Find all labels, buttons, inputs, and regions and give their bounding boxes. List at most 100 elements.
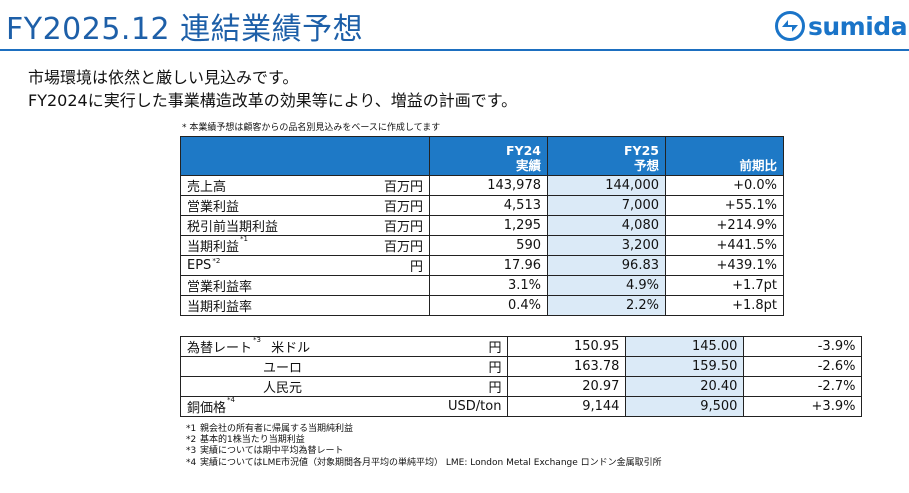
fx-currency: 人民元	[180, 376, 442, 397]
table-row: 為替レート*3 米ドル 円 150.95 145.00 -3.9%	[180, 336, 863, 357]
row-yoy: +55.1%	[665, 195, 784, 216]
row-unit: 円	[366, 255, 430, 276]
row-fy25: 3,200	[547, 235, 666, 256]
row-label: 営業利益	[187, 200, 240, 215]
header-fy25: FY25 予想	[547, 136, 666, 176]
header-unit-cell	[366, 136, 430, 176]
row-fy25: 4.9%	[547, 275, 666, 296]
footnote-text: 実績については期中平均為替レート	[200, 446, 344, 457]
intro-line-2: FY2024に実行した事業構造改革の効果等により、増益の計画です。	[28, 91, 518, 110]
row-yoy: -2.6%	[743, 356, 863, 377]
row-label: 営業利益率	[187, 280, 253, 295]
header-fy24-year: FY24	[506, 143, 541, 158]
row-fy25: 96.83	[547, 255, 666, 276]
row-label: EPS	[187, 258, 212, 273]
fx-currency: ユーロ	[180, 356, 442, 377]
row-fy24: 150.95	[507, 336, 627, 357]
footnote: *4 実績についてはLME市況値（対象期間各月平均の単純平均） LME: Lond…	[186, 458, 662, 469]
footnote-mark: *4	[186, 457, 197, 468]
footnote-text: 実績についてはLME市況値（対象期間各月平均の単純平均） LME: London…	[200, 457, 662, 468]
footnote-text: 基本的1株当たり当期利益	[200, 435, 305, 446]
row-fy25: 159.50	[625, 356, 745, 377]
table-header-row: FY24 実績 FY25 予想 前期比	[180, 136, 784, 176]
row-fy25: 4,080	[547, 215, 666, 236]
footnote-ref: *1	[240, 235, 248, 243]
company-logo: sumida	[775, 8, 908, 44]
row-unit: 円	[442, 336, 509, 357]
table-row: 営業利益 百万円 4,513 7,000 +55.1%	[180, 195, 784, 216]
table-row: ユーロ 円 163.78 159.50 -2.6%	[180, 356, 863, 377]
intro-line-1: 市場環境は依然と厳しい見込みです。	[28, 68, 299, 87]
row-fy25: 20.40	[625, 376, 745, 397]
row-unit	[366, 295, 430, 316]
row-yoy: +1.7pt	[665, 275, 784, 296]
footnote: *3 実績については期中平均為替レート	[186, 446, 662, 457]
row-unit: 百万円	[366, 235, 430, 256]
row-yoy: +1.8pt	[665, 295, 784, 316]
row-unit: 円	[442, 356, 509, 377]
row-yoy: -3.9%	[743, 336, 863, 357]
row-fy24: 3.1%	[429, 275, 548, 296]
title-divider	[0, 49, 909, 51]
row-fy25: 9,500	[625, 396, 745, 417]
row-fy24: 9,144	[507, 396, 627, 417]
row-unit: 百万円	[366, 175, 430, 196]
row-fy24: 4,513	[429, 195, 548, 216]
row-fy24: 0.4%	[429, 295, 548, 316]
header-fy25-year: FY25	[624, 143, 659, 158]
row-label: 税引前当期利益	[187, 220, 279, 235]
row-unit	[366, 275, 430, 296]
table-row: 税引前当期利益 百万円 1,295 4,080 +214.9%	[180, 215, 784, 236]
footnote-mark: *3	[186, 446, 197, 457]
page-title: FY2025.12 連結業績予想	[6, 12, 364, 47]
row-yoy: -2.7%	[743, 376, 863, 397]
row-fy24: 143,978	[429, 175, 548, 196]
table-row: 銅価格*4 USD/ton 9,144 9,500 +3.9%	[180, 396, 863, 417]
footnote-ref: *4	[227, 396, 235, 404]
fx-currency: 米ドル	[271, 341, 311, 356]
row-unit: 百万円	[366, 195, 430, 216]
row-yoy: +214.9%	[665, 215, 784, 236]
row-unit: 円	[442, 376, 509, 397]
row-unit: 百万円	[366, 215, 430, 236]
table-row: 当期利益率 0.4% 2.2% +1.8pt	[180, 295, 784, 316]
fx-label: 為替レート	[187, 341, 253, 356]
row-fy25: 2.2%	[547, 295, 666, 316]
row-fy24: 1,295	[429, 215, 548, 236]
footnote-ref: *2	[212, 257, 221, 265]
table-row: 当期利益*1 百万円 590 3,200 +441.5%	[180, 235, 784, 256]
header-fy24: FY24 実績	[429, 136, 548, 176]
forecast-table: FY24 実績 FY25 予想 前期比 売上高 百万円 143,978 144,…	[180, 136, 784, 316]
row-fy25: 144,000	[547, 175, 666, 196]
sumida-logo-icon	[775, 11, 805, 41]
row-yoy: +439.1%	[665, 255, 784, 276]
row-fy24: 590	[429, 235, 548, 256]
header-yoy: 前期比	[665, 136, 784, 176]
row-fy24: 17.96	[429, 255, 548, 276]
row-yoy: +3.9%	[743, 396, 863, 417]
copper-label: 銅価格	[187, 401, 227, 416]
table-row: 営業利益率 3.1% 4.9% +1.7pt	[180, 275, 784, 296]
row-fy25: 7,000	[547, 195, 666, 216]
row-fy24: 20.97	[507, 376, 627, 397]
row-unit: USD/ton	[442, 396, 509, 417]
table-row: 人民元 円 20.97 20.40 -2.7%	[180, 376, 863, 397]
header-fy25-kind: 予想	[633, 158, 659, 173]
row-fy24: 163.78	[507, 356, 627, 377]
footnote-text: 親会社の所有者に帰属する当期純利益	[200, 424, 354, 434]
row-yoy: +441.5%	[665, 235, 784, 256]
header-fy24-kind: 実績	[515, 158, 541, 173]
row-fy25: 145.00	[625, 336, 745, 357]
footnote-ref: *3	[253, 336, 261, 344]
row-label: 売上高	[187, 180, 227, 195]
fx-copper-table: 為替レート*3 米ドル 円 150.95 145.00 -3.9% ユーロ 円 …	[180, 336, 863, 417]
footnotes: *1 親会社の所有者に帰属する当期純利益 *2 基本的1株当たり当期利益 *3 実績に…	[186, 424, 662, 469]
logo-text: sumida	[808, 11, 908, 41]
footnote-mark: *2	[186, 435, 197, 446]
table-note: * 本業績予想は顧客からの品名別見込みをベースに作成してます	[182, 123, 441, 133]
footnote: *2 基本的1株当たり当期利益	[186, 435, 662, 446]
footnote-mark: *1	[186, 424, 197, 434]
row-label: 当期利益率	[187, 300, 253, 315]
table-row: EPS*2 円 17.96 96.83 +439.1%	[180, 255, 784, 276]
table-row: 売上高 百万円 143,978 144,000 +0.0%	[180, 175, 784, 196]
